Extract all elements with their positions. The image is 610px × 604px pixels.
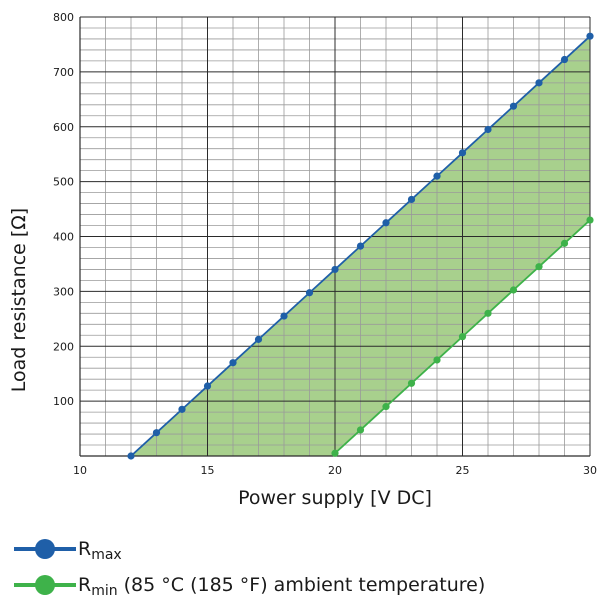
- legend-swatch-rmax: [14, 539, 76, 559]
- legend-label-rmax: Rmax: [78, 538, 122, 563]
- data-point-rmax: [305, 289, 314, 297]
- data-point-rmax: [382, 219, 390, 227]
- data-point-rmin: [331, 449, 339, 457]
- y-tick-label: 600: [53, 121, 74, 134]
- data-point-rmax: [127, 452, 135, 460]
- x-tick-label: 15: [201, 464, 215, 477]
- data-point-rmin: [433, 356, 441, 364]
- data-point-rmax: [280, 312, 288, 320]
- legend-label-rmin-sub: min: [91, 583, 118, 599]
- data-point-rmax: [254, 335, 263, 343]
- data-point-rmax: [178, 405, 186, 413]
- data-point-rmax: [203, 382, 212, 390]
- data-point-rmax: [535, 79, 543, 87]
- y-axis-label-text: Load resistance [Ω]: [8, 207, 30, 393]
- legend-label-rmin: Rmin (85 °C (185 °F) ambient temperature…: [78, 574, 486, 599]
- y-axis-label: Load resistance [Ω]: [2, 150, 36, 450]
- legend-label-rmax-sub: max: [91, 547, 122, 563]
- data-point-rmax: [152, 429, 161, 437]
- legend-item-rmin: Rmin (85 °C (185 °F) ambient temperature…: [14, 574, 486, 599]
- data-point-rmax: [356, 242, 365, 250]
- data-point-rmin: [586, 216, 594, 224]
- data-point-rmax: [586, 32, 594, 40]
- data-point-rmax: [560, 55, 569, 64]
- data-point-rmin: [484, 309, 492, 317]
- data-point-rmin: [535, 263, 543, 271]
- y-tick-label: 100: [53, 395, 74, 408]
- x-tick-label: 30: [583, 464, 597, 477]
- legend-swatch-rmin: [14, 575, 76, 595]
- legend-dot-rmin: [35, 575, 55, 595]
- legend-label-rmin-base: R: [78, 574, 92, 596]
- data-point-rmin: [509, 286, 518, 294]
- legend-item-rmax: Rmax: [14, 538, 122, 563]
- x-tick-label: 10: [73, 464, 87, 477]
- data-point-rmax: [509, 102, 518, 110]
- y-tick-label: 300: [53, 285, 74, 298]
- legend-label-rmax-base: R: [78, 538, 92, 560]
- data-point-rmax: [407, 195, 416, 204]
- grid: [79, 16, 591, 457]
- y-tick-label: 500: [53, 176, 74, 189]
- data-point-rmin: [407, 379, 416, 387]
- data-point-rmin: [458, 333, 467, 341]
- data-point-rmax: [484, 125, 492, 134]
- series-lines: [127, 32, 594, 460]
- data-point-rmax: [331, 265, 339, 274]
- legend-label-rmin-suffix: (85 °C (185 °F) ambient temperature): [117, 574, 486, 596]
- y-tick-label: 200: [53, 340, 74, 353]
- y-tick-label: 800: [53, 11, 74, 24]
- data-point-rmin: [382, 403, 390, 411]
- tick-labels: 10 15 20 25 30 100 200 300 400 500 600 700 800: [53, 11, 597, 477]
- x-tick-label: 25: [456, 464, 470, 477]
- x-axis-label: Power supply [V DC]: [238, 487, 432, 509]
- data-point-rmax: [433, 172, 441, 180]
- x-tick-label: 20: [328, 464, 342, 477]
- y-tick-label: 700: [53, 66, 74, 79]
- y-tick-label: 400: [53, 231, 74, 244]
- data-point-rmax: [458, 149, 467, 157]
- legend-dot-rmax: [35, 539, 55, 559]
- data-point-rmin: [356, 426, 365, 434]
- data-point-rmax: [229, 359, 237, 367]
- data-point-rmin: [560, 239, 569, 247]
